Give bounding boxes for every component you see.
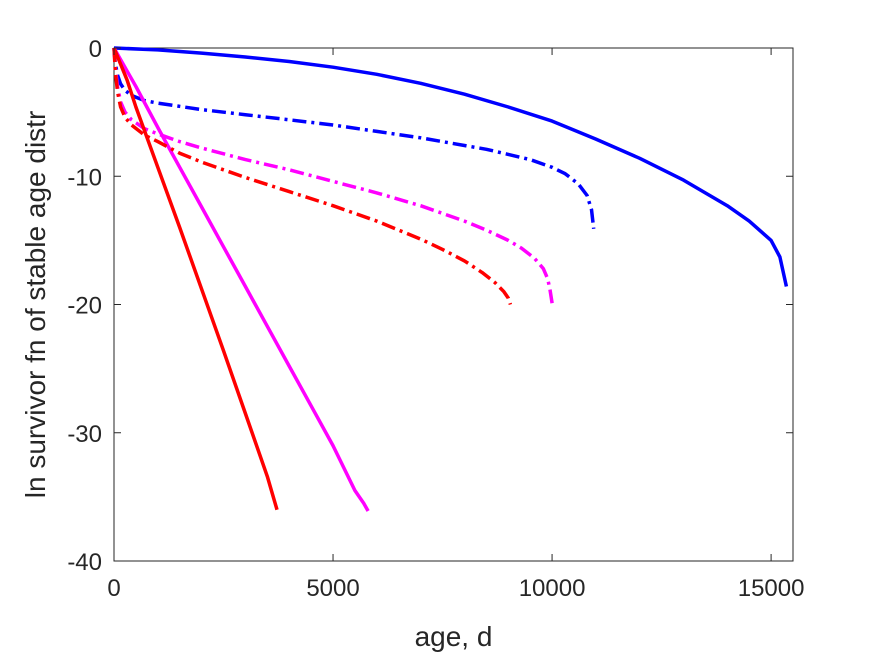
y-tick-label: 0 [89, 36, 102, 63]
y-tick-label: -30 [67, 421, 102, 448]
series-line-1 [113, 46, 789, 287]
series-layer [112, 46, 789, 512]
y-tick-label: -10 [67, 164, 102, 191]
x-tick-label: 10000 [519, 575, 586, 602]
series-line-4 [112, 47, 554, 304]
series-line-2 [112, 47, 596, 229]
plot-area [113, 47, 794, 562]
x-tick-label: 5000 [306, 575, 359, 602]
y-axis-label: ln survivor fn of stable age distr [20, 111, 51, 499]
series-line-3 [112, 47, 370, 512]
tick-layer: 0 5000 10000 15000 0 -10 -20 -30 -40 [67, 36, 804, 602]
series-line-5 [112, 47, 279, 511]
x-tick-label: 0 [107, 575, 120, 602]
x-tick-label: 15000 [738, 575, 805, 602]
series-line-6 [112, 47, 513, 306]
y-tick-label: -20 [67, 293, 102, 320]
y-tick-label: -40 [67, 549, 102, 576]
x-axis-label: age, d [415, 621, 493, 652]
